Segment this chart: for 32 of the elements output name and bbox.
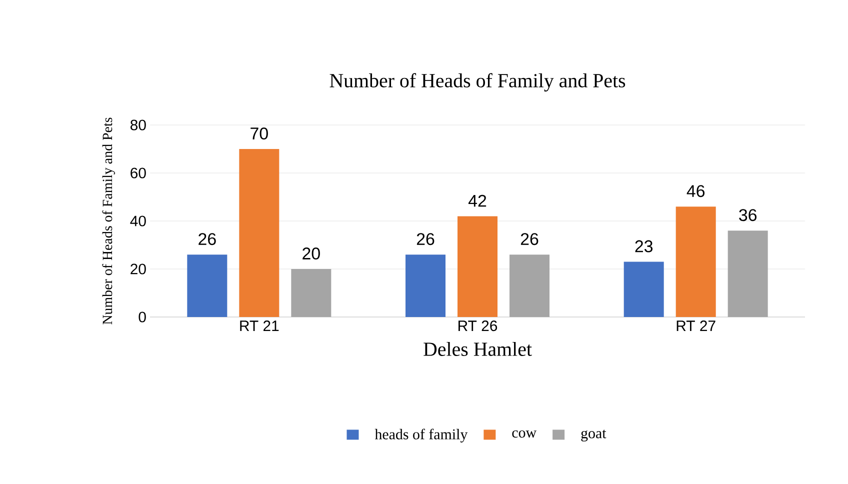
bar <box>239 149 280 317</box>
x-tick-label: RT 21 <box>240 320 279 331</box>
legend-label: goat <box>581 430 606 442</box>
data-label: 20 <box>302 247 320 260</box>
chart-title: Number of Heads of Family and Pets <box>330 73 626 92</box>
legend-label: heads of family <box>374 428 468 442</box>
legend-label: cow <box>512 430 536 438</box>
bar <box>291 269 332 317</box>
bar <box>676 206 716 317</box>
data-label: 46 <box>686 185 705 198</box>
y-axis-title: Number of Heads of Family and Pets <box>102 118 116 324</box>
x-tick-label: RT 26 <box>458 320 498 332</box>
data-label: 70 <box>250 127 268 140</box>
x-axis-title: Deles Hamlet <box>424 342 532 356</box>
data-label: 26 <box>520 233 538 246</box>
bar <box>510 254 550 317</box>
y-tick-label: 80 <box>130 120 146 130</box>
bar <box>458 216 498 317</box>
data-label: 36 <box>739 209 757 222</box>
y-tick-label: 20 <box>130 264 146 274</box>
bar <box>624 262 664 317</box>
y-tick-label: 0 <box>138 312 146 322</box>
data-label: 26 <box>198 233 216 246</box>
data-label: 23 <box>635 240 653 252</box>
bar <box>406 254 446 317</box>
bar <box>728 230 768 317</box>
data-label: 26 <box>416 233 434 246</box>
y-tick-label: 40 <box>130 216 146 226</box>
x-tick-label: RT 27 <box>676 320 716 331</box>
data-label: 42 <box>468 194 486 207</box>
bar <box>187 254 228 317</box>
y-tick-label: 60 <box>130 168 146 178</box>
